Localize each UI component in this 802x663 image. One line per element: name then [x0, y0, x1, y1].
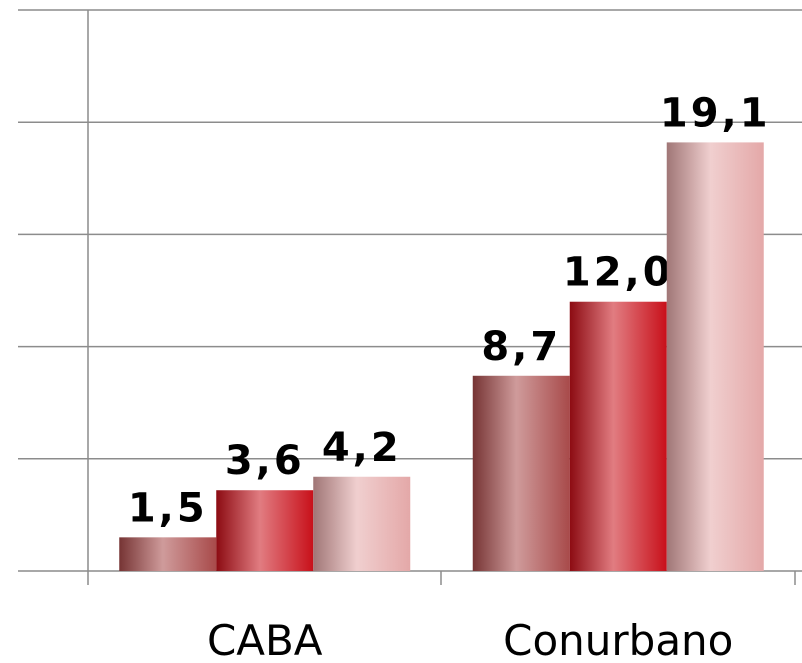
bar — [666, 142, 764, 571]
data-label: 1,5 — [128, 485, 208, 531]
data-label: 12,0 — [563, 250, 674, 296]
bar — [119, 537, 217, 571]
bar — [472, 375, 570, 571]
bar — [313, 476, 411, 571]
data-label: 3,6 — [225, 438, 305, 484]
x-tick-label: Conurbano — [503, 616, 733, 663]
data-label: 4,2 — [322, 425, 402, 471]
bar — [216, 490, 314, 571]
bar — [569, 301, 667, 571]
x-tick-label: CABA — [207, 616, 323, 663]
data-label: 19,1 — [660, 90, 771, 136]
data-label: 8,7 — [481, 324, 561, 370]
